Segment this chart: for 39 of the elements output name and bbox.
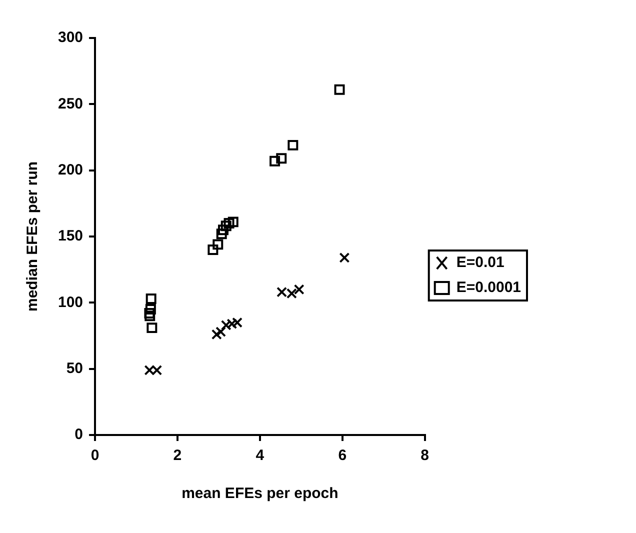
x-axis-title: mean EFEs per epoch bbox=[182, 485, 338, 502]
y-tick-label: 0 bbox=[74, 426, 84, 444]
point bbox=[220, 220, 232, 232]
point bbox=[208, 244, 218, 255]
point bbox=[270, 156, 280, 166]
point bbox=[228, 216, 238, 228]
y-tick-label: 200 bbox=[58, 161, 84, 178]
point bbox=[146, 322, 158, 334]
point bbox=[288, 140, 298, 150]
x-tick-label: 6 bbox=[338, 447, 347, 464]
point bbox=[286, 288, 297, 299]
point bbox=[152, 364, 162, 376]
x-tick-label: 0 bbox=[90, 447, 100, 464]
x-tick-label: 8 bbox=[420, 447, 430, 464]
legend-label: E=0.0001 bbox=[456, 279, 522, 296]
point bbox=[212, 239, 224, 250]
point bbox=[224, 218, 234, 229]
point bbox=[211, 329, 222, 340]
point bbox=[276, 153, 287, 164]
point bbox=[218, 224, 228, 236]
point bbox=[276, 286, 288, 298]
point bbox=[294, 284, 304, 295]
legend-label: E=0.01 bbox=[456, 254, 504, 272]
point bbox=[339, 252, 350, 263]
point bbox=[145, 304, 156, 315]
y-tick-label: 100 bbox=[58, 294, 84, 311]
point bbox=[232, 317, 243, 328]
y-tick-label: 250 bbox=[58, 95, 84, 112]
point bbox=[334, 84, 345, 95]
point bbox=[146, 293, 156, 304]
y-axis-title: median EFEs per run bbox=[24, 161, 42, 312]
point bbox=[144, 310, 156, 322]
y-tick-label: 150 bbox=[58, 228, 84, 245]
y-tick-label: 50 bbox=[66, 360, 84, 377]
x-tick-label: 2 bbox=[173, 447, 182, 464]
point bbox=[216, 228, 227, 240]
y-tick-label: 300 bbox=[58, 29, 84, 46]
point bbox=[144, 364, 155, 376]
x-tick-label: 4 bbox=[256, 447, 265, 464]
